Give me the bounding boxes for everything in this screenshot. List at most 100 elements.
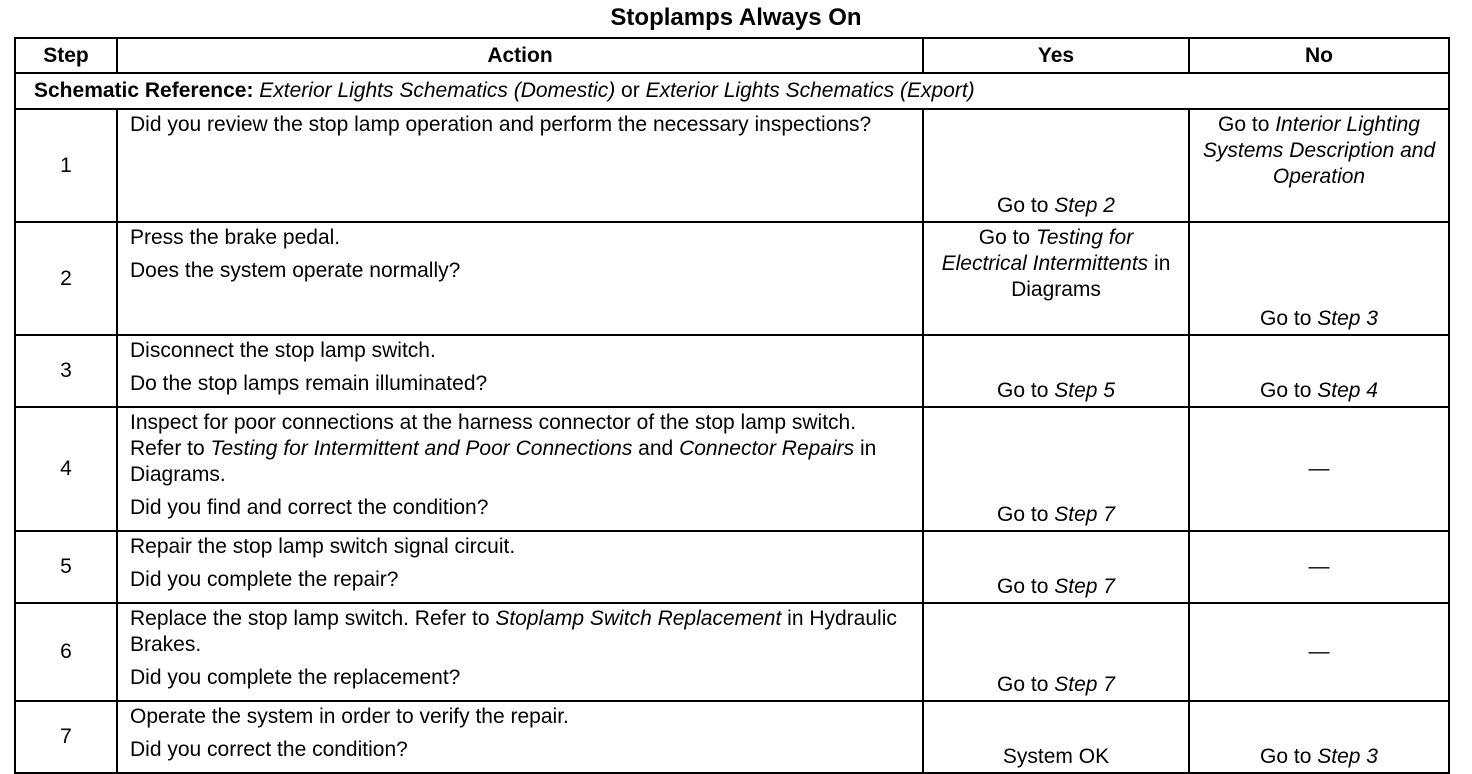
- action-paragraph: Did you find and correct the condition?: [130, 495, 910, 521]
- reference-cell: Schematic Reference: Exterior Lights Sch…: [14, 72, 1450, 110]
- table-body: Step Action Yes No Schematic Reference: Exte…: [14, 37, 1450, 774]
- text-run: Operate the system in order to verify th…: [130, 705, 569, 728]
- text-run: Did you find and correct the condition?: [130, 496, 489, 519]
- text-run: Interior Lighting Systems Description an…: [1202, 113, 1436, 188]
- action-cell: Inspect for poor connections at the harn…: [116, 406, 924, 532]
- step-cell: 7: [14, 700, 118, 774]
- text-run: —: [1308, 457, 1330, 480]
- step-cell: 2: [14, 221, 118, 336]
- step-cell: 6: [14, 602, 118, 702]
- header-cell: No: [1188, 37, 1450, 74]
- text-run: Go to: [997, 503, 1055, 526]
- text-run: in Diagrams: [1011, 252, 1171, 301]
- no-cell: —: [1188, 602, 1450, 702]
- text-run: Did you review the stop lamp operation a…: [130, 113, 872, 136]
- text-run: in Diagrams.: [130, 437, 877, 486]
- action-cell: Disconnect the stop lamp switch. Do the s…: [116, 334, 924, 408]
- text-run: Do the stop lamps remain illuminated?: [130, 372, 488, 395]
- text-run: Did you correct the condition?: [130, 738, 408, 761]
- no-cell: Go to Step 3: [1188, 700, 1450, 774]
- header-row: Step Action Yes No: [14, 37, 1450, 74]
- title: Stoplamps Always On: [610, 4, 862, 31]
- step-row: 3 Disconnect the stop lamp switch. Do the …: [14, 334, 1450, 408]
- yes-cell: Go to Step 7: [922, 530, 1190, 604]
- text-run: Testing for Electrical Intermittents: [941, 226, 1149, 275]
- action-paragraph: Does the system operate normally?: [130, 258, 910, 284]
- text-run: in Hydraulic Brakes.: [130, 607, 897, 656]
- yes-cell: Go to Step 7: [922, 602, 1190, 702]
- action-paragraph: Operate the system in order to verify th…: [130, 704, 910, 730]
- text-run: Repair the stop lamp switch signal circu…: [130, 535, 516, 558]
- text-run: Press the brake pedal.: [130, 226, 341, 249]
- text-run: Go to: [1260, 745, 1318, 768]
- procedure-table: Step Action Yes No Schematic Reference: Exte…: [14, 37, 1450, 774]
- text-run: Step 4: [1317, 379, 1378, 402]
- action-paragraph: Inspect for poor connections at the harn…: [130, 410, 910, 488]
- header-cell: Yes: [922, 37, 1190, 74]
- text-run: Step 7: [1054, 673, 1115, 696]
- text-run: System OK: [1002, 745, 1110, 768]
- reference-row: Schematic Reference: Exterior Lights Sch…: [14, 72, 1450, 110]
- action-paragraph: Did you review the stop lamp operation a…: [130, 112, 910, 138]
- text-run: Step 2: [1054, 194, 1115, 217]
- yes-cell: Go to Step 7: [922, 406, 1190, 532]
- text-run: Did you complete the replacement?: [130, 666, 461, 689]
- action-paragraph: Repair the stop lamp switch signal circu…: [130, 534, 910, 560]
- text-run: —: [1308, 640, 1330, 663]
- action-cell: Did you review the stop lamp operation a…: [116, 108, 924, 223]
- text-run: Did you complete the repair?: [130, 568, 399, 591]
- text-run: Does the system operate normally?: [130, 259, 461, 282]
- yes-cell: Go to Step 5: [922, 334, 1190, 408]
- action-paragraph: Did you complete the replacement?: [130, 665, 910, 691]
- text-run: Testing for Intermittent and Poor Connec…: [210, 437, 633, 460]
- text-run: Go to: [997, 575, 1055, 598]
- text-run: Go to: [1260, 307, 1318, 330]
- step-cell: 5: [14, 530, 118, 604]
- step-row: 1 Did you review the stop lamp operation …: [14, 108, 1450, 223]
- text-run: Exterior Lights Schematics (Domestic): [259, 79, 616, 102]
- text-run: Step 7: [1054, 503, 1115, 526]
- text-run: Go to: [997, 673, 1055, 696]
- text-run: Step 3: [1317, 307, 1378, 330]
- text-run: Disconnect the stop lamp switch.: [130, 339, 436, 362]
- step-cell: 3: [14, 334, 118, 408]
- step-row: 7 Operate the system in order to verify t…: [14, 700, 1450, 774]
- text-run: Go to: [978, 226, 1036, 249]
- text-run: Stoplamp Switch Replacement: [495, 607, 782, 630]
- reference-label: Schematic Reference:: [34, 79, 254, 102]
- text-run: or: [615, 79, 646, 102]
- yes-cell: System OK: [922, 700, 1190, 774]
- header-cell: Step: [14, 37, 118, 74]
- action-cell: Replace the stop lamp switch. Refer to S…: [116, 602, 924, 702]
- text-run: Step 5: [1054, 379, 1115, 402]
- no-cell: Go to Step 3: [1188, 221, 1450, 336]
- no-cell: Go to Interior Lighting Systems Descript…: [1188, 108, 1450, 223]
- action-paragraph: Did you complete the repair?: [130, 567, 910, 593]
- no-cell: —: [1188, 530, 1450, 604]
- text-run: Inspect for poor connections at the harn…: [130, 411, 857, 460]
- header-cell: Action: [116, 37, 924, 74]
- text-run: Step 7: [1054, 575, 1115, 598]
- yes-cell: Go to Testing for Electrical Intermitten…: [922, 221, 1190, 336]
- step-row: 5 Repair the stop lamp switch signal circ…: [14, 530, 1450, 604]
- text-run: —: [1308, 555, 1330, 578]
- action-paragraph: Disconnect the stop lamp switch.: [130, 338, 910, 364]
- step-cell: 4: [14, 406, 118, 532]
- action-paragraph: Did you correct the condition?: [130, 737, 910, 763]
- text-run: Replace the stop lamp switch. Refer to: [130, 607, 496, 630]
- text-run: Go to: [1260, 379, 1318, 402]
- step-row: 6 Replace the stop lamp switch. Refer to …: [14, 602, 1450, 702]
- action-paragraph: Do the stop lamps remain illuminated?: [130, 371, 910, 397]
- no-cell: —: [1188, 406, 1450, 532]
- text-run: Go to: [997, 379, 1055, 402]
- action-cell: Press the brake pedal. Does the system op…: [116, 221, 924, 336]
- text-run: Go to: [997, 194, 1055, 217]
- action-paragraph: Press the brake pedal.: [130, 225, 910, 251]
- action-cell: Operate the system in order to verify th…: [116, 700, 924, 774]
- no-cell: Go to Step 4: [1188, 334, 1450, 408]
- text-run: Step 3: [1317, 745, 1378, 768]
- action-cell: Repair the stop lamp switch signal circu…: [116, 530, 924, 604]
- action-paragraph: Replace the stop lamp switch. Refer to S…: [130, 606, 910, 658]
- step-cell: 1: [14, 108, 118, 223]
